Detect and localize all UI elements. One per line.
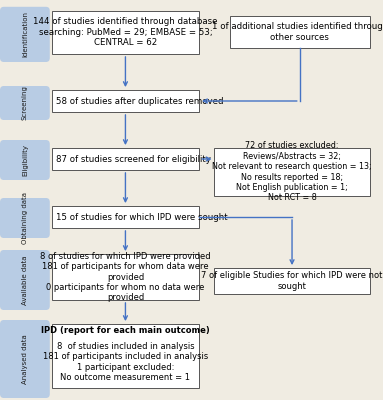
FancyBboxPatch shape [0, 250, 50, 310]
Text: 7 of eligible Studies for which IPD were not
sought: 7 of eligible Studies for which IPD were… [201, 271, 383, 291]
Text: Eligibility: Eligibility [22, 144, 28, 176]
FancyBboxPatch shape [0, 86, 50, 120]
FancyBboxPatch shape [0, 198, 50, 238]
FancyBboxPatch shape [52, 254, 199, 300]
Text: 72 of studies excluded:
Reviews/Abstracts = 32;
Not relevant to research questio: 72 of studies excluded: Reviews/Abstract… [212, 142, 372, 202]
Text: Analysed data: Analysed data [22, 334, 28, 384]
Text: 15 of studies for which IPD were sought: 15 of studies for which IPD were sought [56, 212, 227, 222]
FancyBboxPatch shape [52, 90, 199, 112]
Text: 8  of studies included in analysis
181 of participants included in analysis
1 pa: 8 of studies included in analysis 181 of… [43, 332, 208, 382]
Text: IPD (report for each main outcome): IPD (report for each main outcome) [41, 326, 210, 335]
Text: Obtaining data: Obtaining data [22, 192, 28, 244]
Text: Identification: Identification [22, 12, 28, 58]
Text: 144 of studies identified through database
searching: PubMed = 29; EMBASE = 53;
: 144 of studies identified through databa… [33, 18, 218, 47]
FancyBboxPatch shape [214, 268, 370, 294]
Text: 1 of additional studies identified through
other sources: 1 of additional studies identified throu… [211, 22, 383, 42]
FancyBboxPatch shape [52, 148, 199, 170]
FancyBboxPatch shape [52, 324, 199, 388]
Text: Screening: Screening [22, 86, 28, 120]
FancyBboxPatch shape [52, 11, 199, 54]
FancyBboxPatch shape [52, 206, 199, 228]
Text: 8 of studies for which IPD were provided
181 of participants for whom data were
: 8 of studies for which IPD were provided… [40, 252, 211, 302]
FancyBboxPatch shape [0, 320, 50, 398]
FancyBboxPatch shape [0, 140, 50, 180]
Text: 58 of studies after duplicates removed: 58 of studies after duplicates removed [56, 96, 223, 106]
FancyBboxPatch shape [214, 148, 370, 196]
Text: Available data: Available data [22, 255, 28, 305]
Text: 87 of studies screened for eligibility: 87 of studies screened for eligibility [56, 154, 210, 164]
FancyBboxPatch shape [230, 16, 370, 48]
FancyBboxPatch shape [0, 7, 50, 62]
